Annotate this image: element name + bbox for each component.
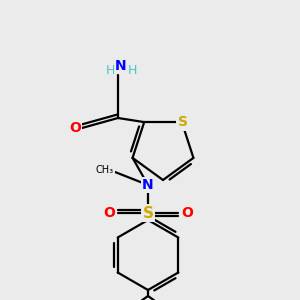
Text: O: O (181, 206, 193, 220)
Text: N: N (115, 59, 127, 73)
Text: H: H (127, 64, 137, 77)
Text: CH₃: CH₃ (96, 165, 114, 175)
Text: O: O (103, 206, 115, 220)
Text: H: H (105, 64, 115, 77)
Text: S: S (142, 206, 154, 220)
Text: O: O (69, 121, 81, 135)
Text: N: N (142, 178, 154, 192)
Text: S: S (178, 115, 188, 129)
